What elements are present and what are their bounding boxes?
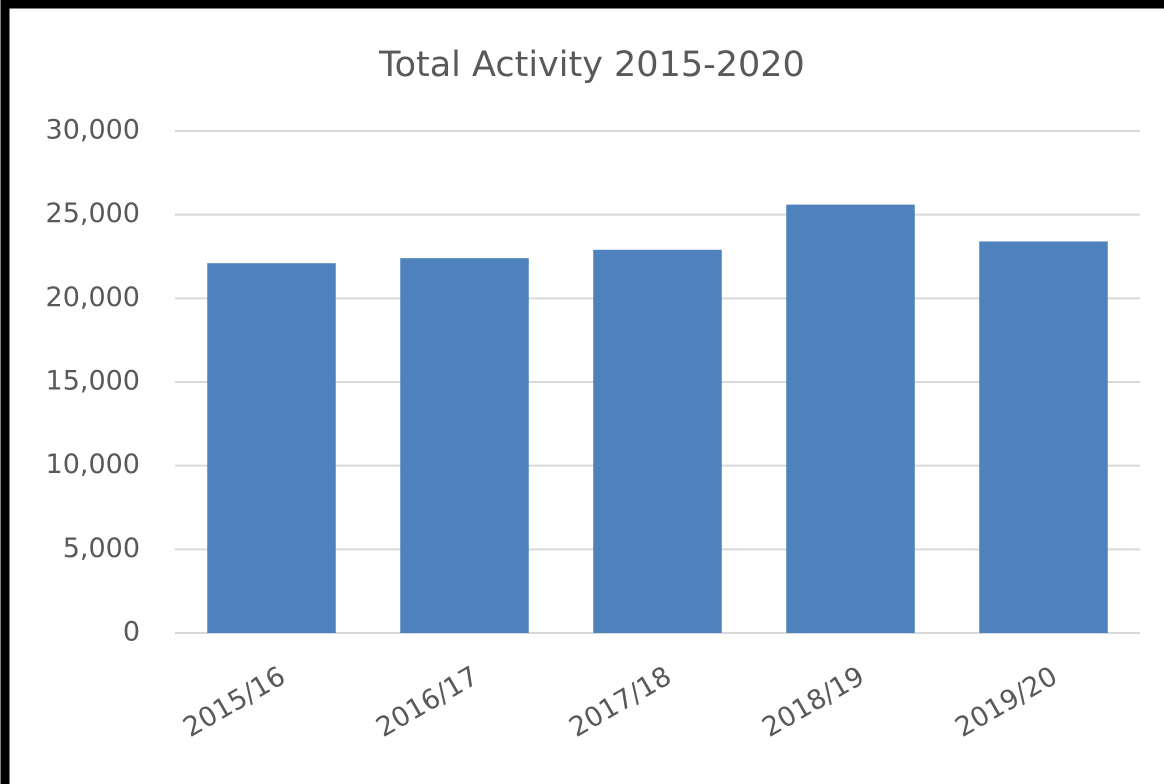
y-tick-label: 30,000 [46,115,140,146]
y-tick-label: 10,000 [46,449,140,480]
chart-title: Total Activity 2015-2020 [378,45,805,85]
bar [593,249,722,633]
bar [786,204,915,634]
y-tick-label: 25,000 [46,198,140,229]
y-tick-label: 0 [123,617,140,648]
y-tick-label: 15,000 [46,366,140,397]
bar [979,241,1108,633]
bar [207,263,336,633]
bar [400,258,529,633]
y-tick-label: 5,000 [63,533,140,564]
y-tick-label: 20,000 [46,282,140,313]
